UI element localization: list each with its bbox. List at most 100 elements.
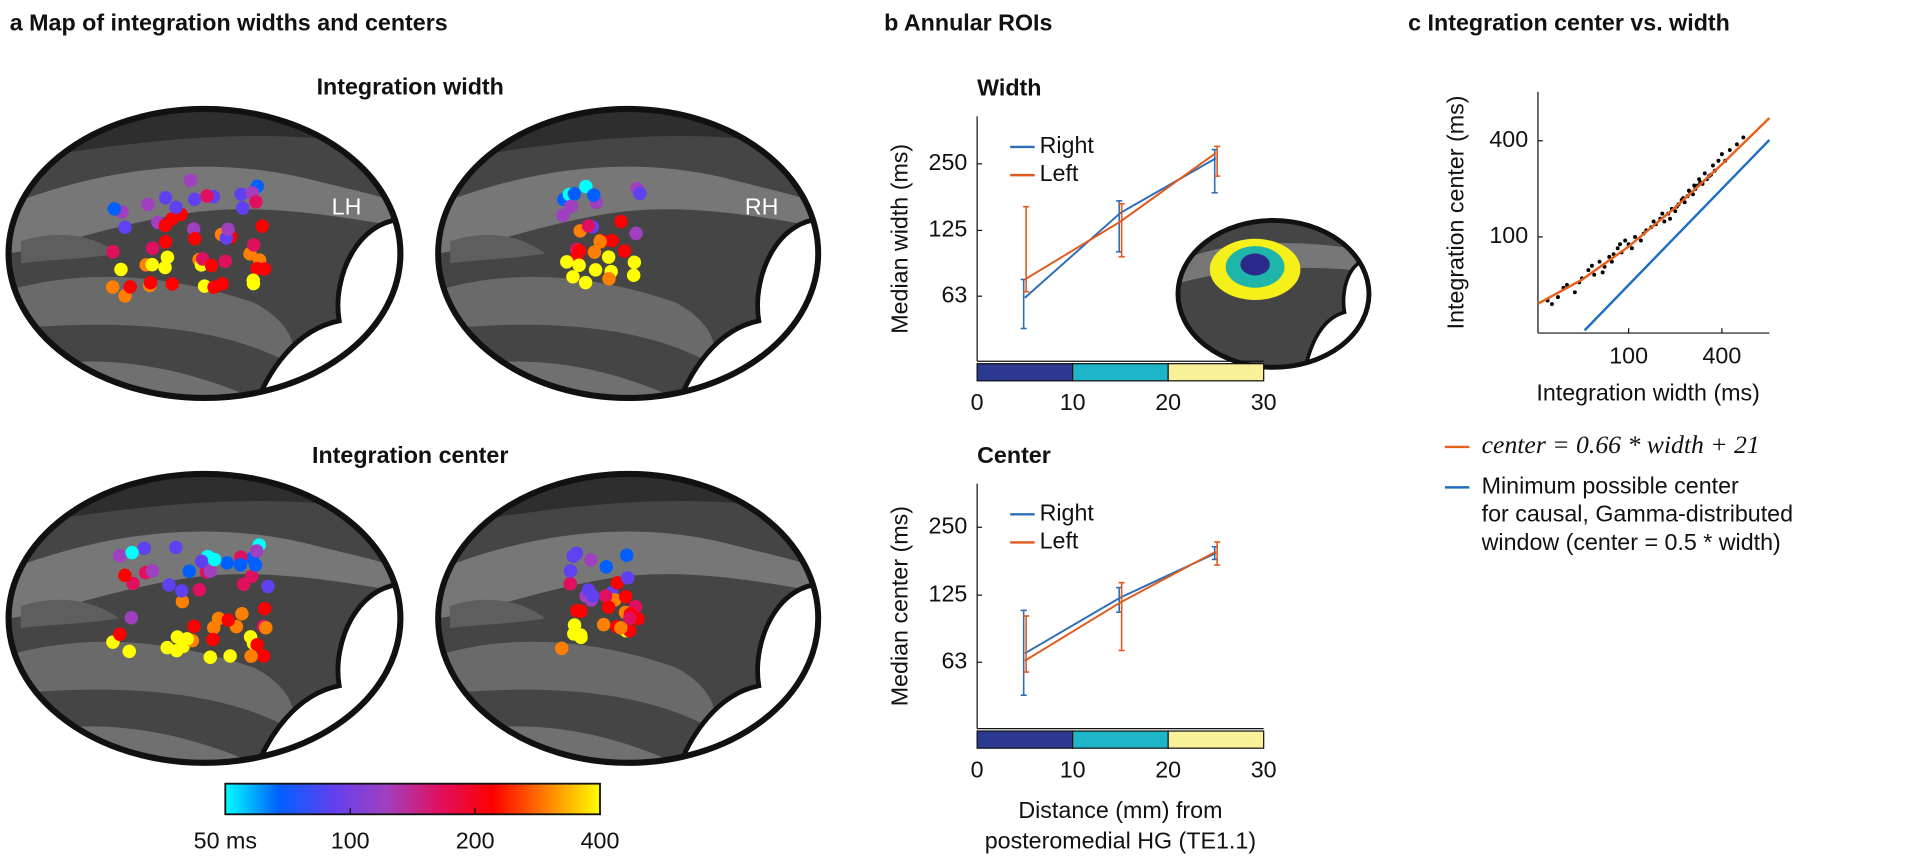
fit-line: [1583, 139, 1771, 332]
electrode-dot: [194, 554, 209, 569]
y-tick-label: 400: [1489, 126, 1528, 152]
scatter-point: [1697, 177, 1702, 182]
electrode-dot: [235, 606, 249, 621]
y-axis-label: Integration center (ms): [1442, 96, 1468, 330]
electrode-dot: [244, 649, 258, 663]
electrode-dot: [114, 262, 128, 277]
error-bar: [1118, 581, 1125, 652]
legend-label: window (center = 0.5 * width): [1481, 529, 1781, 555]
y-axis-label: Median center (ms): [886, 506, 912, 706]
electrode-dot: [158, 218, 173, 233]
scatter-point: [1638, 238, 1643, 243]
scatter-point: [1651, 219, 1656, 224]
electrode-dot: [207, 552, 222, 567]
electrode-dot: [256, 649, 271, 663]
electrode-dot: [601, 250, 616, 264]
scatter-point: [1623, 238, 1628, 243]
electrode-dot: [106, 245, 120, 259]
electrode-dot: [563, 576, 577, 591]
electrode-dot: [137, 541, 151, 556]
map-title: Integration width: [317, 73, 504, 99]
electrode-dot: [141, 197, 155, 212]
scatter-point: [1615, 246, 1620, 251]
scatter-point: [1589, 263, 1594, 268]
electrode-dot: [112, 549, 127, 563]
electrode-dot: [248, 558, 263, 572]
error-bar: [1023, 205, 1030, 293]
electrode-dot: [596, 617, 611, 632]
electrode-dot: [257, 601, 272, 616]
scatter-point: [1586, 268, 1591, 273]
electrode-dot: [257, 262, 272, 276]
electrode-dot: [118, 220, 132, 235]
x-tick-label: 0: [971, 389, 984, 415]
electrode-dot: [124, 611, 138, 625]
electrode-dot: [572, 258, 586, 272]
electrode-dot: [206, 632, 220, 647]
electrode-dot: [566, 549, 580, 563]
electrode-dot: [255, 219, 269, 233]
scatter-point: [1633, 234, 1637, 239]
hemisphere-label: LH: [332, 193, 362, 219]
roi-band: [976, 363, 1074, 382]
electrode-dot: [203, 650, 218, 664]
electrode-dot: [169, 643, 184, 658]
electrode-dot: [563, 564, 578, 578]
electrode-dot: [145, 241, 160, 256]
error-bar: [1020, 609, 1027, 696]
electrode-dot: [250, 638, 264, 652]
scatter-point: [1668, 216, 1672, 221]
electrode-dot: [586, 589, 600, 603]
x-axis-label: Distance (mm) from: [1018, 797, 1222, 823]
electrode-dot: [626, 268, 641, 283]
electrode-dot: [162, 578, 176, 592]
x-tick-label: 10: [1060, 389, 1086, 415]
electrode-dot: [587, 245, 602, 259]
scatter-point: [1549, 302, 1554, 306]
electrode-dots: [105, 173, 647, 664]
panel-title: b Annular ROIs: [884, 10, 1052, 36]
scatter-point: [1702, 171, 1707, 176]
y-tick-label: 125: [929, 580, 968, 606]
electrode-dot: [183, 173, 198, 188]
brain-surface: [438, 474, 830, 775]
electrode-dot: [247, 238, 261, 252]
scatter-point: [1686, 188, 1691, 193]
electrode-dot: [158, 191, 173, 205]
electrode-dot: [122, 644, 136, 659]
electrode-dot: [200, 189, 214, 203]
x-axis-label: Integration width (ms): [1536, 379, 1760, 405]
electrode-dot: [627, 255, 642, 270]
electrode-dot: [218, 254, 233, 268]
electrode-dot: [223, 649, 237, 663]
scatter-point: [1741, 135, 1746, 140]
electrode-dot: [188, 232, 202, 246]
electrode-dot: [215, 277, 229, 291]
electrode-dot: [158, 260, 172, 275]
y-axis-label: Median width (ms): [886, 144, 912, 334]
electrode-dot: [620, 548, 634, 562]
x-tick-label: 400: [1703, 343, 1742, 369]
roi-band: [1167, 730, 1265, 749]
scatter-point: [1618, 242, 1622, 247]
y-tick-label: 63: [941, 281, 967, 307]
electrode-dot: [187, 619, 201, 634]
electrode-dot: [593, 234, 607, 249]
electrode-dot: [105, 280, 120, 294]
electrode-dot: [249, 195, 263, 209]
scatter-point: [1572, 290, 1577, 295]
electrode-dot: [566, 270, 580, 284]
scatter-point: [1662, 219, 1667, 224]
scatter-point: [1556, 295, 1560, 300]
electrode-dot: [572, 244, 587, 258]
series-line: [1024, 550, 1217, 662]
electrode-dot: [235, 201, 250, 215]
electrode-dot: [563, 199, 578, 214]
colorbar-tick-label: 400: [581, 828, 620, 854]
electrode-dot: [160, 250, 175, 265]
electrode-dot: [560, 255, 574, 269]
panel-title: c Integration center vs. width: [1408, 10, 1730, 36]
electrode-dot: [261, 579, 275, 594]
y-tick-label: 100: [1489, 222, 1528, 248]
